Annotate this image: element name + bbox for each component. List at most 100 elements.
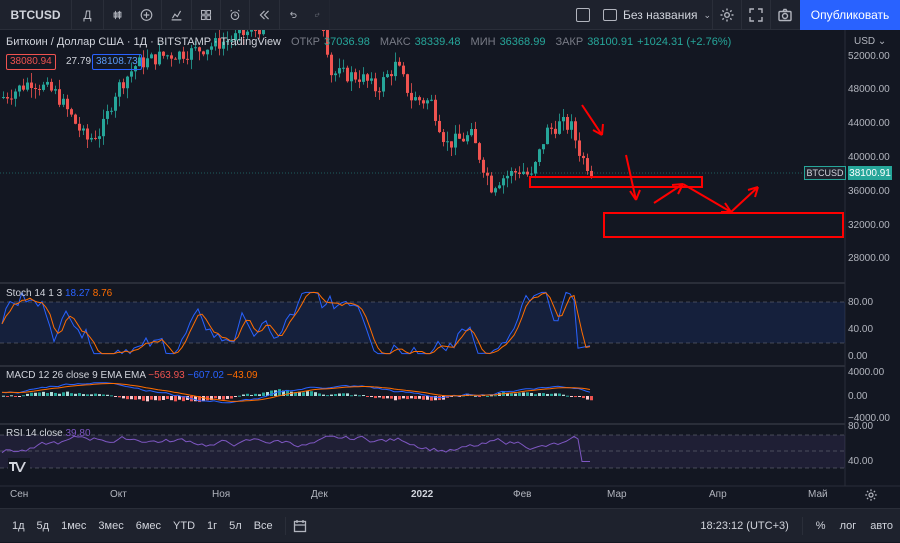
redo-icon (315, 12, 320, 17)
macd-bar (586, 396, 589, 400)
drawing-arrow-4 (682, 183, 732, 213)
macd-legend[interactable]: MACD 12 26 close 9 EMA EMA −563.93 −607.… (6, 370, 258, 381)
candle-body (226, 41, 229, 43)
macd-bar (42, 391, 45, 396)
date-range-calendar-icon[interactable] (292, 518, 308, 534)
candle-body (230, 40, 233, 42)
macd-bar (218, 396, 221, 400)
candle-body (58, 89, 61, 105)
auto-toggle[interactable]: авто (870, 520, 893, 532)
candle-body (86, 128, 89, 140)
range-5y[interactable]: 5л (229, 519, 242, 532)
candle-body (590, 170, 593, 177)
undo-button[interactable] (280, 0, 306, 30)
cloud-icon (603, 9, 617, 21)
macd-bar (282, 390, 285, 396)
tradingview-logo-icon[interactable] (8, 458, 30, 474)
layouts-button[interactable] (192, 0, 221, 30)
range-1y[interactable]: 1г (207, 519, 218, 532)
macd-bar (98, 394, 101, 396)
macd-bar (330, 394, 333, 396)
replay-button[interactable] (250, 0, 280, 30)
rsi-tick: 80.00 (848, 421, 874, 432)
interval-button[interactable]: Д (72, 0, 104, 30)
settings-button[interactable] (712, 0, 741, 30)
chart-type-button[interactable] (104, 0, 132, 30)
macd-bar (234, 396, 237, 397)
stoch-legend[interactable]: Stoch 14 1 3 18.27 8.76 (6, 288, 112, 299)
alert-button[interactable] (221, 0, 250, 30)
candle-body (442, 132, 445, 143)
candle-body (222, 41, 225, 49)
macd-bar (162, 396, 165, 401)
legend-open: 37036.98 (324, 36, 370, 48)
candle-body (130, 71, 133, 77)
time-axis[interactable]: Сен Окт Ноя Дек 2022 Фев Мар Апр Май (0, 486, 900, 506)
range-3m[interactable]: 3мес (98, 519, 124, 532)
fullscreen-square-icon[interactable] (576, 8, 590, 22)
candle-body (358, 79, 361, 82)
candle-body (418, 97, 421, 101)
candle-body (242, 30, 245, 36)
macd-histogram (2, 389, 593, 403)
candle-body (386, 74, 389, 78)
range-5d[interactable]: 5д (36, 519, 50, 532)
range-ytd[interactable]: YTD (173, 519, 196, 532)
candle-body (374, 78, 377, 92)
macd-bar (66, 391, 69, 396)
macd-bar (530, 392, 533, 396)
bid-price-box[interactable]: 38080.94 (6, 54, 56, 70)
candle-body (394, 61, 397, 77)
fullscreen-button[interactable] (741, 0, 770, 30)
macd-bar (418, 396, 421, 399)
log-toggle[interactable]: лог (839, 520, 857, 532)
templates-button[interactable] (162, 0, 192, 30)
range-6m[interactable]: 6мес (135, 519, 162, 532)
macd-bar (310, 391, 313, 396)
candle-body (114, 96, 117, 111)
macd-bar (342, 393, 345, 396)
macd-bar (38, 392, 41, 396)
chart-canvas[interactable] (0, 0, 900, 510)
candle-body (470, 129, 473, 136)
ask-price-box[interactable]: 38108.73 (92, 54, 142, 70)
candle-body (346, 67, 349, 82)
publish-button[interactable]: Опубликовать (800, 0, 900, 30)
macd-bar (250, 394, 253, 396)
indicators-button[interactable] (132, 0, 162, 30)
clock-timezone[interactable]: 18:23:12 (UTC+3) (700, 520, 789, 532)
macd-bar (238, 395, 241, 397)
macd-bar (410, 396, 413, 399)
percent-toggle[interactable]: % (815, 520, 826, 532)
time-tick: Ноя (212, 489, 231, 500)
stoch-tick: 80.00 (848, 297, 874, 308)
redo-button[interactable] (306, 0, 330, 30)
chevron-down-icon: ⌄ (703, 9, 712, 20)
drawing-rectangle-2 (603, 212, 844, 238)
range-all[interactable]: Все (253, 519, 273, 532)
stoch-k-value: 18.27 (64, 288, 90, 299)
time-tick: Фев (513, 489, 532, 500)
range-1d[interactable]: 1д (12, 519, 25, 532)
candle-body (178, 51, 181, 60)
chart-legend: Биткоин / Доллар США · 1Д · BITSTAMP · T… (6, 36, 731, 48)
currency-selector[interactable]: USD ⌄ (854, 36, 887, 47)
layout-name-button[interactable]: Без названия ⌄ (603, 0, 711, 30)
rsi-legend[interactable]: RSI 14 close 39.80 (6, 428, 91, 439)
snapshot-button[interactable] (770, 0, 799, 30)
macd-bar (10, 395, 13, 397)
scale-settings-gear-icon[interactable] (864, 488, 878, 502)
candle-body (338, 68, 341, 74)
time-tick: Май (808, 489, 828, 500)
rsi-line (1, 435, 590, 462)
symbol-search-button[interactable]: BTCUSD (0, 0, 72, 30)
macd-signal-line (2, 383, 591, 402)
legend-high: 38339.48 (414, 36, 461, 48)
range-1m[interactable]: 1мес (61, 519, 87, 532)
price-tick: 32000.00 (848, 220, 890, 231)
macd-bar (90, 394, 93, 396)
candle-body (66, 98, 69, 110)
macd-bar (174, 396, 177, 402)
macd-bar (50, 392, 53, 396)
macd-bar (34, 392, 37, 396)
